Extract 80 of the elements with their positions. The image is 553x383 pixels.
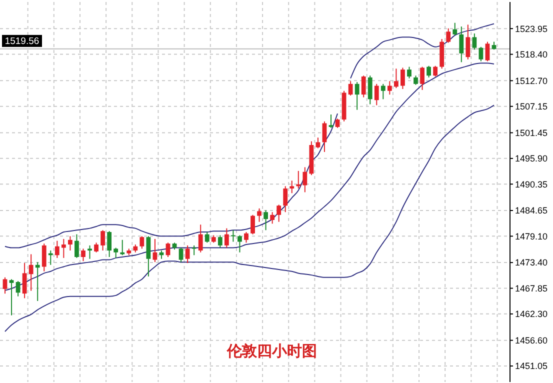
line-series: [4, 104, 494, 332]
candlestick: [68, 236, 72, 252]
candlestick: [114, 247, 118, 258]
candlestick: [81, 248, 86, 262]
candlestick: [198, 224, 203, 253]
candlestick: [270, 212, 275, 224]
candlestick: [16, 280, 20, 297]
y-tick-label: 1462.30: [515, 309, 548, 320]
candlestick: [250, 214, 255, 235]
candlestick: [368, 75, 372, 105]
candlestick: [42, 243, 46, 272]
candlestick: [354, 82, 360, 110]
candlestick: [88, 244, 92, 260]
y-tick-label: 1490.35: [515, 179, 548, 190]
candlestick: [22, 262, 27, 299]
candlestick: [361, 75, 366, 98]
candlestick: [35, 262, 40, 302]
candlestick: [380, 83, 386, 100]
y-tick-label: 1484.65: [515, 206, 548, 216]
y-tick-label: 1512.70: [515, 76, 548, 86]
candlestick: [94, 242, 98, 253]
candlestick: [231, 230, 236, 242]
candlestick: [178, 247, 184, 263]
candlestick: [54, 240, 60, 258]
candlestick: [316, 137, 320, 149]
candlestick: [414, 75, 418, 86]
candlestick: [257, 208, 262, 222]
candlestick: [192, 244, 196, 256]
candlestick: [290, 180, 294, 194]
candlestick: [394, 68, 398, 89]
candlestick: [264, 210, 268, 231]
y-tick-label: 1495.90: [515, 154, 548, 164]
candlestick: [283, 186, 288, 213]
candlestick: [374, 83, 379, 106]
candlestick: [420, 66, 424, 90]
y-tick-label: 1473.40: [515, 258, 548, 268]
candlestick: [459, 26, 464, 63]
candlestick: [348, 80, 353, 96]
y-tick-label: 1523.95: [515, 24, 548, 34]
candlestick: [446, 28, 451, 44]
candlestick: [140, 236, 144, 250]
candlestick: [387, 80, 392, 96]
y-tick-label: 1467.85: [515, 283, 548, 294]
candlestick: [276, 204, 282, 222]
y-tick-label: 1451.05: [515, 361, 548, 372]
candlestick: [485, 41, 490, 62]
candlestick: [185, 244, 190, 264]
candlestick: [204, 232, 210, 244]
candlestick: [400, 67, 405, 90]
y-tick-label: 1507.15: [515, 102, 548, 112]
candlestick: [152, 238, 158, 263]
candlestick: [466, 24, 470, 60]
candlestick: [61, 238, 66, 258]
candlestick: [407, 66, 412, 79]
candlestick: [166, 242, 170, 258]
candlestick: [335, 118, 340, 128]
y-tick-label: 1518.40: [515, 49, 548, 60]
text: 伦敦四小时图: [226, 342, 317, 360]
candlestick: [302, 166, 308, 193]
candlestick: [426, 65, 431, 78]
candlestick: [224, 228, 229, 248]
candlestick: [100, 230, 105, 252]
candlestick: [107, 230, 112, 258]
ref-line-label: 1519.56: [4, 36, 40, 47]
candlestick: [472, 32, 477, 50]
candlestick: [74, 234, 79, 258]
candlestick: [238, 234, 242, 253]
candlestick: [452, 22, 458, 36]
candlestick: [244, 232, 248, 244]
y-tick-label: 1501.45: [515, 128, 548, 138]
candlestick: [9, 278, 14, 316]
candlestick: [2, 276, 8, 294]
y-tick-label: 1456.60: [515, 335, 548, 346]
candlestick: [328, 114, 334, 128]
candlestick: [218, 234, 222, 248]
candlestick: [146, 236, 151, 277]
y-tick-label: 1479.10: [515, 231, 548, 242]
candlestick: [433, 65, 438, 78]
candlestick: [478, 46, 484, 62]
candlestick: [28, 254, 34, 292]
